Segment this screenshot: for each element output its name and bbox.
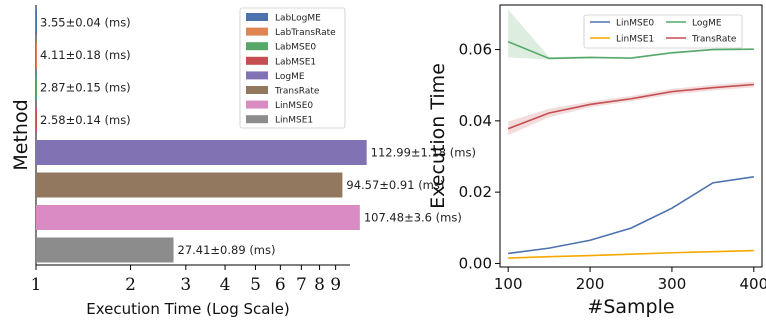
bar-chart: 3.55±0.04 (ms) 4.11±0.18 (ms) 2.87±0.15 (m… [10,5,476,318]
bar-value-label: 27.41±0.89 (ms) [178,243,276,257]
left-x-tick-label: 8 [314,275,325,295]
right-plot-frame [499,4,763,268]
right-legend-label: TransRate [691,35,737,45]
right-x-tick-label: 400 [739,275,766,293]
left-x-tick-label: 2 [125,275,136,295]
left-legend-box [239,7,346,129]
bar-value-label: 2.87±0.15 (ms) [40,81,131,95]
line-linmse0 [508,176,754,255]
left-x-tick-label: 4 [220,275,231,295]
right-axis-ticks: 100 200 300 400 0.00 0.02 0.04 0.06 [459,41,766,293]
left-legend-swatch [246,86,268,94]
left-legend-label: LinMSE1 [275,116,313,126]
left-y-axis-title: Method [10,99,32,170]
bar-labmse0 [36,75,37,100]
left-legend-swatch [246,27,268,36]
left-legend-label: LogME [275,72,305,82]
left-legend-swatch [246,115,268,124]
left-legend-swatch [246,56,268,65]
bar-linmse0 [36,205,360,230]
bar-logme [36,140,367,165]
left-x-tick-label: 3 [180,275,191,295]
right-y-tick-label: 0.02 [459,183,492,201]
left-x-tick-label: 7 [296,275,307,295]
right-y-axis-title: Execution Time [427,63,449,209]
right-x-tick-label: 200 [576,275,605,293]
bar-labtransrate [36,42,37,68]
bar-lablogme [36,10,37,35]
left-legend-label: LinMSE0 [275,101,313,111]
right-legend-label: LogME [692,19,722,29]
bar-transrate [36,172,343,198]
line-chart: 100 200 300 400 0.00 0.02 0.04 0.06 #Sample Exe… [427,4,766,318]
bar-labmse1 [36,107,37,133]
right-legend-label: LinMSE0 [616,19,654,29]
left-x-tick-label: 9 [330,275,341,295]
bars [36,10,367,263]
right-y-tick-label: 0.04 [459,112,492,130]
left-x-tick-label: 5 [250,275,261,295]
line-transrate [507,83,754,130]
bar-linmse1 [36,237,174,263]
right-x-tick-label: 100 [494,275,523,293]
bar-value-label: 2.58±0.14 (ms) [40,113,131,127]
bar-value-label: 3.55±0.04 (ms) [40,16,131,30]
band-logme [508,9,754,60]
right-x-axis-title: #Sample [587,296,674,318]
right-y-tick-label: 0.06 [459,41,492,59]
left-legend-label: LabMSE0 [275,43,316,53]
bar-value-label: 94.57±0.91 (ms) [346,178,444,192]
right-legend-label: LinMSE1 [616,35,654,45]
left-legend-swatch [246,42,268,51]
bar-value-label: 107.48±3.6 (ms) [364,211,462,225]
left-legend-label: TransRate [274,87,320,97]
left-legend-swatch [246,13,268,21]
left-x-axis-title: Execution Time (Log Scale) [86,300,289,318]
left-legend-label: LabMSE1 [275,57,316,67]
left-x-tick-label: 6 [275,275,286,295]
series-lines [507,40,754,259]
left-legend: LabLogME LabTransRate LabMSE0 LabMSE1 LogME T… [239,7,346,129]
left-x-tick-label: 1 [31,275,42,295]
right-y-tick-label: 0.00 [459,254,492,272]
band-transrate [508,81,754,136]
bar-value-label: 4.11±0.18 (ms) [40,48,131,62]
line-logme [507,40,754,60]
left-legend-swatch [246,71,268,80]
line-linmse1 [508,249,754,259]
left-legend-label: LabTransRate [275,28,336,38]
right-legend-box [583,14,743,49]
bar-value-label: 112.99±1.18 (ms) [371,146,476,160]
bar-value-labels: 3.55±0.04 (ms) 4.11±0.18 (ms) 2.87±0.15 (m… [40,16,476,258]
right-legend: LinMSE0 LinMSE1 LogME TransRate [583,14,743,49]
right-x-tick-label: 300 [658,275,687,293]
left-legend-swatch [246,100,268,109]
left-legend-label: LabLogME [275,14,321,24]
